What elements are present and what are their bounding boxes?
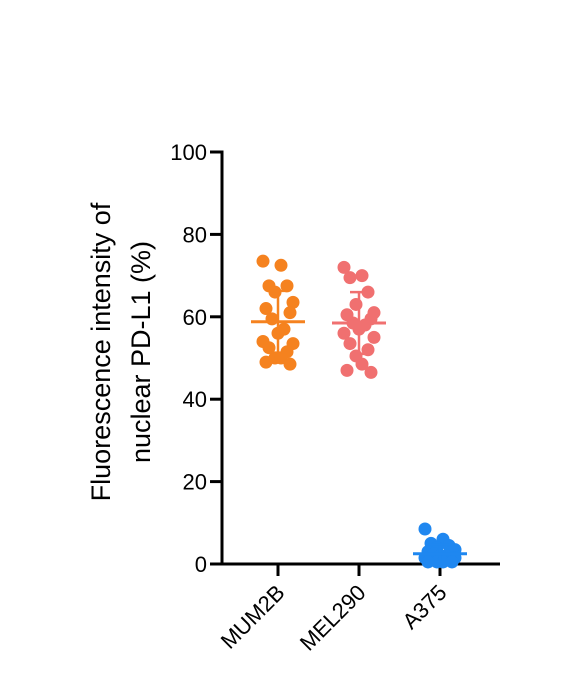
data-point xyxy=(355,269,369,283)
data-point xyxy=(343,337,357,351)
x-tick-label: MEL290 xyxy=(295,580,371,656)
series-mel290 xyxy=(332,260,386,379)
series-a375 xyxy=(413,522,467,569)
y-tick-label: 100 xyxy=(170,140,207,165)
data-point xyxy=(259,355,273,369)
y-tick-label: 80 xyxy=(183,222,207,247)
y-axis-title-line-2: nuclear PD-L1 (%) xyxy=(126,241,156,463)
y-axis-ticks: 0 20 40 60 80 100 xyxy=(170,140,222,577)
data-point xyxy=(349,297,363,311)
x-axis-ticks: MUM2B MEL290 A375 xyxy=(216,564,452,655)
data-point xyxy=(367,330,381,344)
y-tick-label: 20 xyxy=(183,470,207,495)
data-point xyxy=(256,254,270,268)
data-point xyxy=(280,279,294,293)
y-tick-label: 60 xyxy=(183,305,207,330)
series-mum2b xyxy=(251,254,305,371)
data-point xyxy=(355,357,369,371)
data-point xyxy=(283,357,297,371)
data-point xyxy=(274,258,288,272)
data-point xyxy=(337,326,351,340)
x-tick-label: MUM2B xyxy=(216,580,290,654)
series-layer xyxy=(251,254,467,569)
data-point xyxy=(421,555,435,569)
data-point xyxy=(418,522,432,536)
y-axis-title: Fluorescence intensity of nuclear PD-L1 … xyxy=(86,202,156,501)
y-axis-title-line-1: Fluorescence intensity of xyxy=(86,202,116,501)
data-point xyxy=(265,312,279,326)
data-point xyxy=(343,271,357,285)
data-point xyxy=(364,365,378,379)
y-tick-label: 0 xyxy=(195,552,207,577)
x-tick-label: A375 xyxy=(398,580,452,634)
data-point xyxy=(286,295,300,309)
data-point xyxy=(283,306,297,320)
data-point xyxy=(262,341,276,355)
data-point xyxy=(445,555,459,569)
data-point xyxy=(340,363,354,377)
y-tick-label: 40 xyxy=(183,387,207,412)
data-point xyxy=(259,302,273,316)
data-point xyxy=(337,260,351,274)
